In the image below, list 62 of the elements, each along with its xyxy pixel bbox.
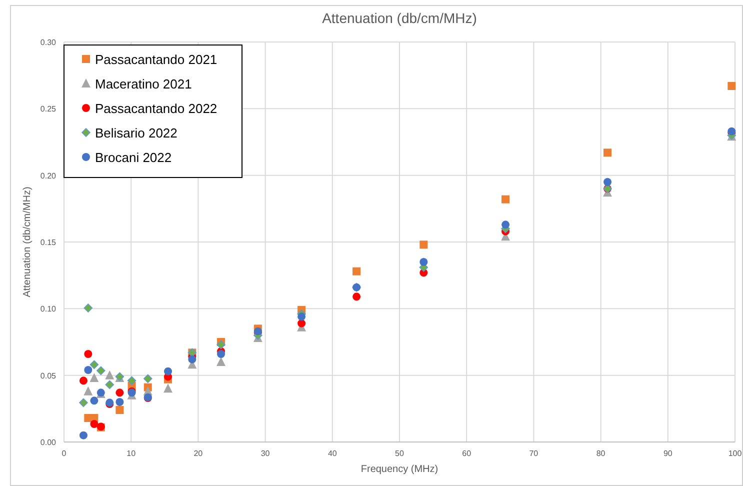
point bbox=[84, 350, 92, 358]
point bbox=[188, 355, 196, 364]
point bbox=[143, 374, 152, 384]
y-tick-label: 0.20 bbox=[40, 171, 57, 180]
point bbox=[217, 350, 226, 358]
x-tick-label: 40 bbox=[328, 449, 338, 458]
point bbox=[79, 376, 88, 385]
point bbox=[96, 366, 106, 376]
legend-label: Brocani 2022 bbox=[95, 150, 172, 165]
x-tick-label: 30 bbox=[260, 449, 270, 458]
point bbox=[90, 373, 99, 382]
x-tick-label: 20 bbox=[194, 449, 204, 458]
x-tick-label: 100 bbox=[728, 449, 742, 458]
point bbox=[420, 240, 428, 249]
y-tick-label: 0.25 bbox=[40, 104, 57, 114]
point bbox=[164, 367, 172, 376]
point bbox=[84, 304, 93, 312]
x-tick-label: 50 bbox=[395, 449, 404, 458]
legend-label: Passacantando 2022 bbox=[95, 101, 218, 116]
point bbox=[216, 340, 226, 350]
point bbox=[164, 384, 173, 393]
y-tick-label: 0.30 bbox=[40, 38, 57, 47]
point bbox=[84, 386, 93, 396]
point bbox=[105, 380, 114, 390]
point bbox=[79, 431, 88, 440]
point bbox=[298, 312, 306, 321]
point bbox=[79, 398, 88, 408]
x-tick-label: 0 bbox=[62, 449, 67, 458]
point bbox=[105, 370, 114, 380]
chart-title: Attenuation (db/cm/MHz) bbox=[322, 10, 477, 26]
point bbox=[127, 376, 136, 386]
point bbox=[502, 220, 510, 229]
point bbox=[90, 396, 98, 405]
point bbox=[352, 267, 361, 276]
x-tick-label: 10 bbox=[126, 449, 136, 458]
x-tick-label: 60 bbox=[462, 449, 472, 458]
point bbox=[604, 178, 612, 186]
point bbox=[604, 148, 612, 157]
point bbox=[116, 398, 124, 406]
x-tick-label: 90 bbox=[663, 449, 673, 458]
point bbox=[116, 406, 124, 414]
x-axis-title: Frequency (MHz) bbox=[360, 464, 438, 475]
y-tick-label: 0.10 bbox=[40, 304, 57, 314]
point bbox=[420, 258, 428, 266]
point bbox=[728, 82, 736, 90]
point bbox=[90, 360, 99, 370]
point bbox=[216, 357, 226, 366]
point bbox=[84, 366, 92, 374]
legend-label: Maceratino 2021 bbox=[95, 76, 192, 92]
x-tick-label: 80 bbox=[596, 449, 606, 458]
point bbox=[352, 292, 361, 301]
y-tick-label: 0.00 bbox=[40, 438, 57, 447]
y-tick-label: 0.15 bbox=[40, 238, 57, 247]
point bbox=[90, 420, 98, 428]
point bbox=[502, 195, 510, 204]
x-tick-label: 70 bbox=[529, 449, 539, 458]
y-tick-label: 0.05 bbox=[40, 371, 57, 380]
legend-label: Belisario 2022 bbox=[95, 126, 178, 140]
point bbox=[116, 388, 124, 397]
y-axis-title: Attenuation (db/cm/MHz) bbox=[22, 186, 33, 298]
legend-label: Passacantando 2021 bbox=[95, 52, 218, 67]
point bbox=[298, 319, 306, 328]
